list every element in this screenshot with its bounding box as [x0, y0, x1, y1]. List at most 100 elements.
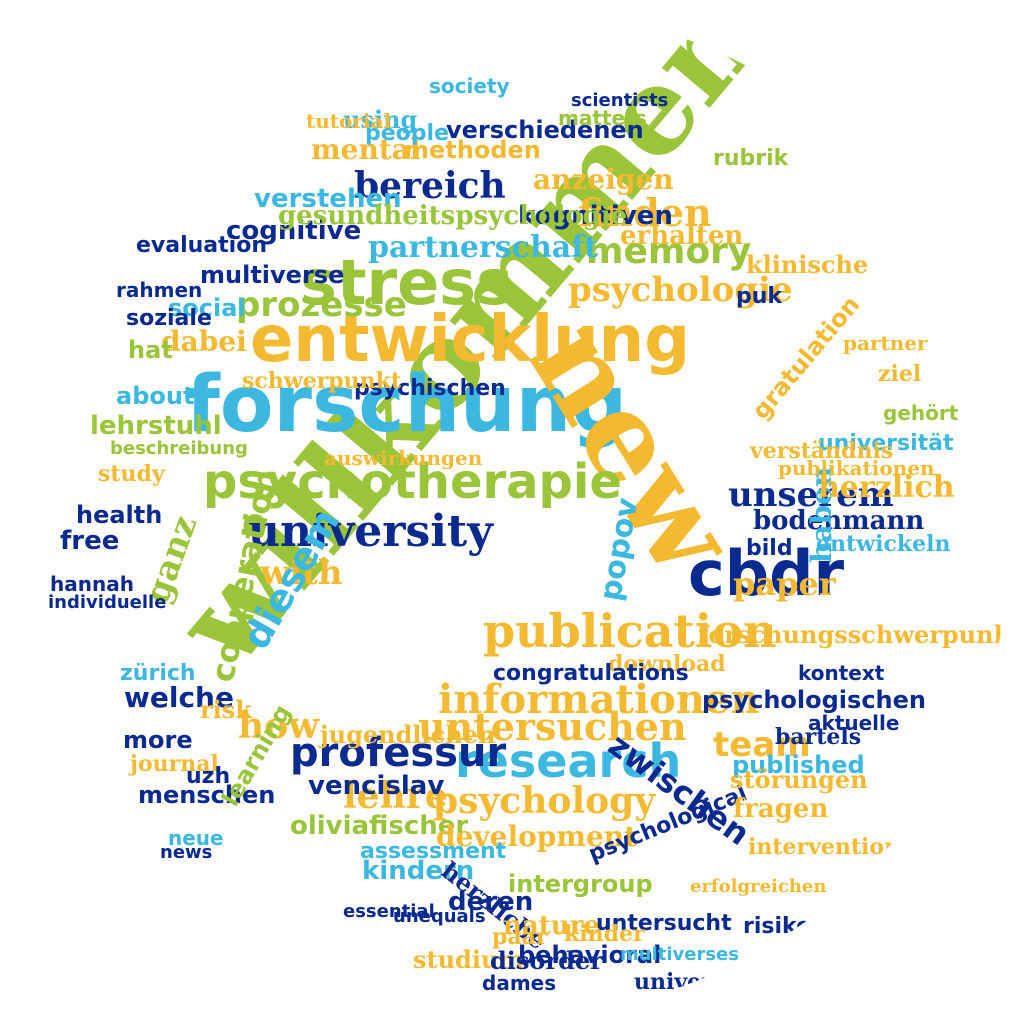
cloud-word: informationen — [438, 676, 760, 723]
cloud-word: methoden — [404, 136, 541, 164]
cloud-word: behavioral — [518, 941, 662, 969]
cloud-word: society — [429, 74, 510, 98]
cloud-word: research — [455, 734, 682, 788]
cloud-word: multiverses — [620, 944, 739, 965]
cloud-word: publikationen — [778, 456, 935, 480]
cloud-word: bereich — [354, 165, 506, 207]
cloud-word: paar — [492, 924, 548, 950]
cloud-word: people — [365, 121, 449, 146]
cloud-word: cognitive — [226, 216, 362, 246]
cloud-word: ziel — [878, 361, 922, 387]
cloud-word: free — [60, 526, 120, 556]
cloud-word: rubrik — [713, 146, 789, 171]
cloud-word: vencislav — [308, 771, 445, 801]
cloud-word: bodenmann — [753, 506, 925, 536]
cloud-word: untersucht — [596, 911, 732, 936]
cloud-word: verstehen — [254, 184, 402, 214]
cloud-word: herzlich — [818, 470, 955, 505]
cloud-word: dames — [482, 971, 557, 995]
cloud-word: studium — [413, 945, 524, 974]
cloud-word: universe — [634, 969, 740, 995]
cloud-word: study — [98, 461, 165, 487]
cloud-word: unserem — [728, 475, 894, 515]
cloud-word: professur — [290, 730, 507, 776]
cloud-word: team — [713, 725, 811, 765]
cloud-word: interventionen — [748, 834, 931, 860]
cloud-word: nature — [503, 911, 600, 941]
cloud-word: mental — [311, 133, 421, 166]
cloud-word: psychology — [433, 780, 656, 822]
cloud-word: development — [436, 820, 638, 853]
cloud-word: untersuchen — [418, 704, 687, 749]
cloud-word: fragen — [733, 794, 829, 824]
cloud-word: zürich — [120, 661, 196, 686]
cloud-word: dabei — [161, 325, 247, 358]
cloud-word: stress — [300, 246, 513, 319]
cloud-word: entwicklung — [250, 303, 690, 377]
cloud-word: kinder — [564, 921, 645, 947]
cloud-word: aktuelle — [808, 711, 900, 735]
cloud-word: risk — [200, 695, 252, 724]
cloud-word: kontext — [798, 661, 885, 685]
cloud-word: lehre — [343, 775, 448, 817]
cloud-word: gesundheitspsychologie — [278, 201, 628, 231]
cloud-word: unequals — [393, 906, 486, 927]
cloud-word: journal — [130, 751, 219, 777]
cloud-word: menschen — [138, 781, 276, 809]
cloud-word: download — [608, 651, 726, 677]
cloud-word: paper — [733, 565, 836, 603]
cloud-word: beschreibung — [110, 438, 248, 459]
cloud-word: uzh — [186, 764, 231, 789]
cloud-word: evaluation — [136, 233, 267, 258]
cloud-word: erfolgreichen — [690, 876, 827, 897]
cloud-word: psychischen — [354, 376, 506, 401]
cloud-word: about — [116, 382, 195, 410]
cloud-word: using — [343, 105, 418, 134]
cloud-word: publication — [483, 604, 777, 658]
cloud-word: matters — [558, 106, 647, 130]
cloud-word: multiverse — [200, 261, 345, 289]
cloud-word: hat — [128, 336, 173, 364]
cloud-word: soziale — [126, 306, 212, 331]
cloud-word: gehört — [883, 401, 959, 425]
cloud-word: cbdr — [688, 537, 845, 610]
cloud-word: assessment — [360, 839, 507, 864]
cloud-word: partnerschaft — [368, 230, 598, 265]
cloud-word: published — [732, 751, 865, 779]
cloud-word: news — [160, 842, 213, 863]
cloud-word: more — [123, 726, 193, 754]
cloud-word: with — [260, 553, 343, 593]
cloud-word: finden — [578, 190, 712, 235]
cloud-word: gratulation — [746, 290, 866, 425]
cloud-word: social — [168, 294, 246, 322]
cloud-word: scientists — [571, 90, 669, 111]
cloud-word: disorder — [490, 946, 603, 975]
cloud-word: klinische — [746, 250, 869, 279]
cloud-word: intergroup — [508, 870, 653, 898]
cloud-word: kindern — [362, 856, 475, 886]
cloud-word: erhalten — [620, 221, 744, 251]
cloud-word: schwerpunkt — [242, 368, 402, 394]
cloud-word: forschungsschwerpunkte — [698, 620, 1016, 649]
cloud-word: kognitiven — [518, 201, 673, 231]
word-cloud-circle: willkommen forschung new entwicklung cbdr psy… — [8, 8, 1016, 1016]
cloud-word: how — [238, 705, 320, 747]
cloud-word: essential — [343, 901, 435, 922]
cloud-word: individuelle — [48, 592, 167, 613]
cloud-word: entwickeln — [816, 531, 951, 557]
cloud-word: verständnis — [750, 438, 894, 464]
cloud-word: memory — [586, 231, 752, 272]
cloud-word: psychologie — [568, 270, 793, 310]
cloud-word: university — [248, 506, 493, 557]
cloud-word: anzeigen — [533, 163, 674, 196]
cloud-word: congratulations — [493, 661, 689, 686]
cloud-word: risiken — [743, 914, 827, 939]
cloud-word: störungen — [730, 765, 868, 794]
cloud-word: bild — [746, 536, 793, 561]
cloud-word: forschung — [186, 360, 628, 450]
cloud-word: puk — [736, 284, 783, 309]
cloud-word: hannah — [50, 572, 134, 596]
cloud-word: health — [76, 501, 163, 529]
cloud-word: universität — [818, 431, 954, 456]
